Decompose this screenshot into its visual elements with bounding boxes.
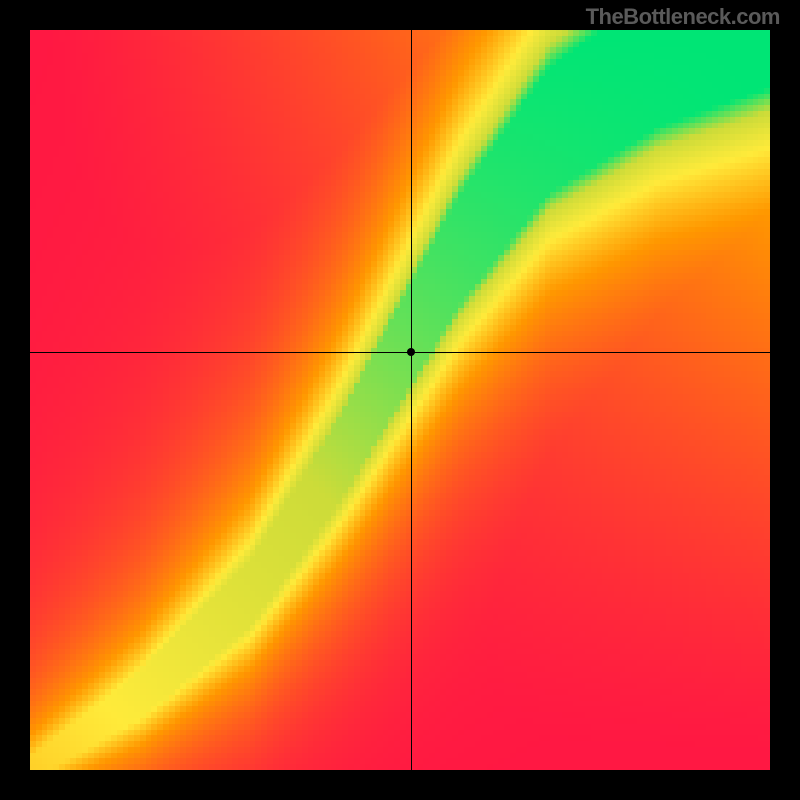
crosshair-horizontal (30, 352, 770, 353)
crosshair-vertical (411, 30, 412, 770)
watermark-text: TheBottleneck.com (586, 4, 780, 30)
bottleneck-heatmap (30, 30, 770, 770)
chart-container: TheBottleneck.com (0, 0, 800, 800)
crosshair-dot (407, 348, 415, 356)
